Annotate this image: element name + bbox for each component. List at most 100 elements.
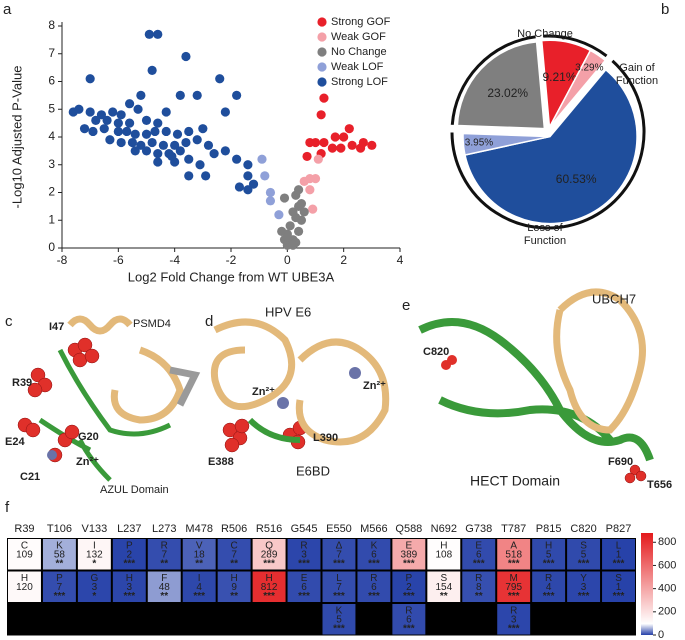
point <box>319 137 329 148</box>
x-tick-label: 0 <box>284 253 291 267</box>
cell-value: 5 <box>336 615 342 626</box>
heat-cell <box>217 539 251 570</box>
cell-value: 5 <box>581 550 587 561</box>
zinc <box>349 367 361 379</box>
cell-stars: ** <box>160 591 168 602</box>
cell-residue: M <box>510 573 518 584</box>
heat-cell <box>217 571 251 602</box>
point <box>141 146 152 156</box>
structure-label: PSMD4 <box>133 318 171 330</box>
cell-residue: R <box>300 541 307 552</box>
cell-value: 7 <box>336 582 342 593</box>
structure-label: Zn²⁺ <box>76 456 99 468</box>
point <box>147 137 157 148</box>
legend-label: Strong LOF <box>331 76 388 88</box>
heat-cell <box>287 539 321 570</box>
group-arc <box>543 34 608 58</box>
panel-label: f <box>5 499 10 516</box>
y-tick-label: 1 <box>48 212 55 226</box>
colorbar <box>641 533 653 635</box>
cell-stars: *** <box>193 591 205 602</box>
column-header: M478 <box>185 523 213 535</box>
structure-label: C820 <box>423 346 449 358</box>
cell-value: 1 <box>616 582 622 593</box>
legend-marker <box>317 17 327 27</box>
cell-stars: *** <box>333 591 345 602</box>
point <box>172 129 183 139</box>
column-header: N692 <box>431 523 457 535</box>
point <box>113 126 123 137</box>
residue-spheres <box>441 355 457 370</box>
heat-cell <box>462 539 496 570</box>
cell-value: 289 <box>261 550 278 561</box>
column-header: T787 <box>501 523 526 535</box>
heat-cell <box>8 571 41 602</box>
heat-cell <box>357 571 391 602</box>
point <box>203 140 214 150</box>
cell-stars: *** <box>368 559 380 570</box>
cell-stars: *** <box>473 559 485 570</box>
cell-stars: ** <box>56 559 64 570</box>
slice-label: 3.95% <box>465 138 493 149</box>
point <box>161 126 171 137</box>
point <box>327 143 337 153</box>
cell-residue: V <box>196 541 203 552</box>
structure-label: R39 <box>12 377 32 389</box>
group-label: Gain of Function <box>615 62 659 87</box>
x-tick-label: -2 <box>226 253 237 267</box>
cell-residue: S <box>580 541 587 552</box>
y-tick-label: 2 <box>48 185 55 199</box>
y-tick-label: 3 <box>48 157 55 171</box>
cell-value: 3 <box>581 582 587 593</box>
cell-value: 6 <box>371 582 377 593</box>
point <box>302 151 312 162</box>
cell-residue: K <box>371 541 378 552</box>
structure-label: E388 <box>208 456 234 468</box>
cell-residue: R <box>405 606 412 617</box>
column-header: C820 <box>570 523 596 535</box>
point <box>108 107 118 117</box>
structure-label: AZUL Domain <box>100 484 169 496</box>
point <box>99 124 109 134</box>
heat-cell <box>392 604 426 635</box>
point <box>347 140 357 150</box>
y-tick-label: 5 <box>48 101 55 115</box>
cell-stars: ** <box>230 591 238 602</box>
cell-stars: ** <box>440 591 448 602</box>
panel-label: b <box>661 1 669 18</box>
point <box>288 240 298 250</box>
point <box>313 154 323 164</box>
point <box>243 185 253 195</box>
structure-label: Zn²⁺ <box>252 386 275 398</box>
point <box>220 107 230 117</box>
point <box>113 118 123 128</box>
heat-cell <box>567 571 601 602</box>
cell-value: 7 <box>57 582 63 593</box>
heat-cell <box>147 571 181 602</box>
slice-label: 60.53% <box>556 172 597 186</box>
structure-c <box>38 315 201 482</box>
zinc <box>47 450 57 460</box>
point <box>257 154 267 164</box>
cell-stars: *** <box>403 559 415 570</box>
cell-residue: S <box>615 573 622 584</box>
x-tick-label: -6 <box>113 253 124 267</box>
helix <box>110 346 184 424</box>
strand <box>169 366 201 407</box>
cell-stars: *** <box>298 591 310 602</box>
x-tick-label: -8 <box>57 253 68 267</box>
column-header: G545 <box>291 523 318 535</box>
column-header: Q588 <box>395 523 422 535</box>
point <box>147 65 157 75</box>
cell-stars: ** <box>475 591 483 602</box>
group-arc <box>450 59 646 230</box>
column-header: L237 <box>117 523 141 535</box>
column-header: T106 <box>47 523 72 535</box>
cell-stars: *** <box>543 591 555 602</box>
point <box>192 90 202 100</box>
point <box>130 129 140 139</box>
point <box>316 110 326 120</box>
cell-residue: H <box>545 541 552 552</box>
cell-value: 6 <box>406 615 412 626</box>
point <box>153 29 163 39</box>
